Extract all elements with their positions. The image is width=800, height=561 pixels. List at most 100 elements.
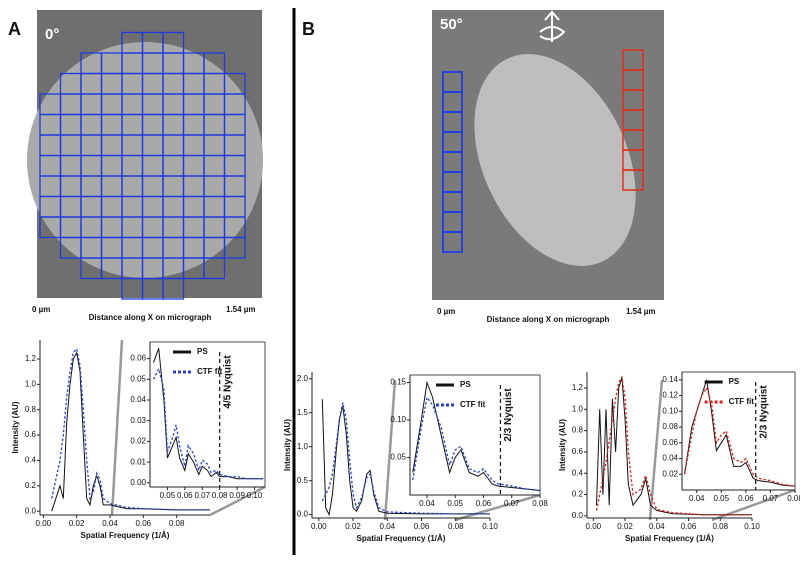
legend-label: CTF fit [729,397,755,406]
y-tick-label: 0.10 [390,415,406,424]
x-tick-label: 0.10 [744,522,760,531]
y-tick-label: 0.15 [390,378,406,387]
y-tick-label: 1.2 [572,383,584,392]
x-tick-label: 0.08 [212,491,228,500]
x-tick-label: 0.06 [738,494,754,503]
x-tick-label: 0.07 [504,499,520,508]
series-line [321,402,490,515]
x-tick-label: 0.04 [649,522,665,531]
grid-b [442,49,644,253]
tilt-angle: 0° [45,26,59,43]
zoom-line [454,493,541,522]
x-tick-label: 0.04 [380,522,396,531]
nyquist-label: 2/3 Nyquist [758,385,769,439]
y-tick-label: 0.2 [25,481,37,490]
y-tick-label: 1.0 [25,379,37,388]
y-tick-label: 0.02 [662,469,678,478]
nyquist-label: 4/5 Nyquist [222,355,233,409]
x-tick-label: 0.00 [36,519,52,528]
y-tick-label: 2.0 [297,374,309,383]
x-tick-label: 0.06 [414,522,430,531]
y-tick-label: 0.04 [662,454,678,463]
series-line [51,351,210,512]
grid-a [39,31,246,300]
y-tick-label: 0.01 [130,457,146,466]
y-tick-label: 0.08 [662,422,678,431]
tilt-angle: 50° [440,16,463,33]
y-tick-label: 0.02 [130,437,146,446]
panel-label: B [302,19,315,39]
x-tick-label: 0.09 [229,491,245,500]
y-tick-label: 1.5 [297,408,309,417]
y-tick-label: 0.6 [572,447,584,456]
y-tick-label: 1.2 [25,354,37,363]
x-tick-label: 0.06 [476,499,492,508]
zoom-line [209,485,266,517]
zoom-line [383,379,397,521]
y-tick-label: 0.0 [297,510,309,519]
legend-label: PS [729,377,740,386]
x-tick-label: 0.02 [617,522,633,531]
series-line [596,377,752,516]
y-axis-title: Intensity (AU) [283,419,292,471]
zoom-line [110,339,124,516]
series-line [51,347,210,511]
y-tick-label: 0.4 [572,468,584,477]
x-tick-label: 0.00 [311,522,327,531]
x-tick-label: 0.06 [136,519,152,528]
x-axis-title: Spatial Frequency (1/Å) [357,534,446,543]
grid-cell [203,257,226,280]
series-line [153,348,264,480]
y-tick-label: 0.10 [662,406,678,415]
y-axis-title: Intensity (AU) [558,419,567,471]
x-tick-label: 0.02 [345,522,361,531]
inset-frame [409,374,541,496]
y-tick-label: 0.4 [25,456,37,465]
series-line [684,379,796,487]
y-tick-label: 0.8 [25,405,37,414]
scale-start: 0 µm [32,305,50,314]
grid-cell [442,231,463,253]
grid-cell [162,277,185,300]
scale-end: 1.54 µm [626,307,656,316]
y-tick-label: 0.0 [572,511,584,520]
x-tick-label: 0.06 [681,522,697,531]
legend-label: PS [460,380,471,389]
inset-frame [681,371,796,491]
series-line [595,375,752,516]
y-tick-label: 0.04 [130,395,146,404]
x-tick-label: 0.00 [586,522,602,531]
y-tick-label: 0.5 [297,476,309,485]
y-tick-label: 0.05 [130,374,146,383]
x-tick-label: 0.04 [102,519,118,528]
hole [474,54,636,266]
series-line [321,399,490,517]
nyquist-label: 2/3 Nyquist [503,388,514,442]
x-tick-label: 0.02 [69,519,85,528]
inset-frame [149,341,266,488]
grid-cell [622,169,644,191]
hole [27,42,263,278]
x-axis-title: Spatial Frequency (1/Å) [81,531,170,540]
series-line [412,380,541,491]
y-tick-label: 0.03 [130,416,146,425]
legend-label: PS [197,347,208,356]
zoom-line [648,379,664,521]
x-tick-label: 0.08 [712,522,728,531]
x-tick-label: 0.05 [714,494,730,503]
y-axis-title: Intensity (AU) [11,401,20,453]
series-line [412,395,541,492]
y-tick-label: 0.12 [662,391,678,400]
x-tick-label: 0.10 [247,491,263,500]
x-tick-label: 0.08 [532,499,548,508]
x-tick-label: 0.06 [177,491,193,500]
legend-label: CTF fit [197,367,223,376]
panel-label: A [8,19,21,39]
y-tick-label: 0.00 [130,478,146,487]
scale-start: 0 µm [437,307,455,316]
y-tick-label: 0.14 [662,375,678,384]
x-tick-label: 0.08 [787,494,800,503]
scale-end: 1.54 µm [226,305,256,314]
x-tick-label: 0.04 [419,499,435,508]
x-tick-label: 0.08 [448,522,464,531]
